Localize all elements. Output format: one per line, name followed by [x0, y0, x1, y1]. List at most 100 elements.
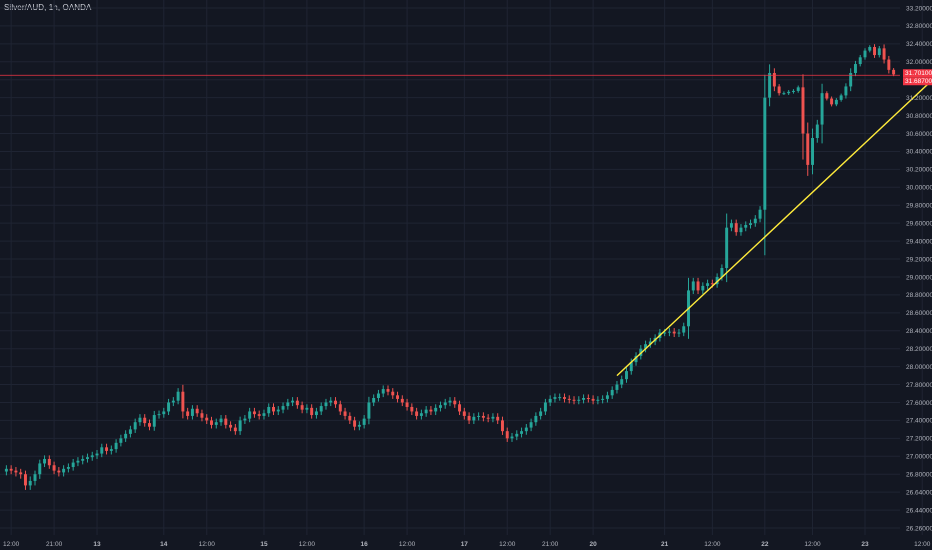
candle — [252, 407, 256, 418]
candle — [28, 476, 32, 490]
candle-body — [353, 420, 357, 427]
candle-body — [81, 458, 85, 461]
candle — [691, 277, 695, 294]
x-tick-label: 12:00 — [914, 541, 931, 548]
candle-body — [90, 455, 94, 458]
candle — [124, 430, 128, 442]
candle-body — [863, 50, 867, 58]
candle-body — [424, 409, 428, 414]
candle — [768, 64, 772, 107]
time-axis[interactable]: 12:00 21:00 13 14 12:00 15 12:00 16 12:00 17 12:00… — [3, 541, 931, 548]
candle-body — [596, 399, 600, 401]
candle — [305, 404, 309, 414]
candle — [362, 415, 366, 429]
candle — [343, 407, 347, 420]
y-tick-label: 27.60000 — [906, 400, 932, 407]
price-tag — [903, 77, 932, 86]
candle — [138, 414, 142, 426]
candle — [171, 397, 175, 407]
candle-body — [47, 458, 51, 466]
y-tick-label: 26.80000 — [906, 472, 932, 479]
candle-body — [100, 447, 104, 454]
candle-body — [128, 429, 132, 434]
candle — [114, 439, 118, 453]
candle-body — [625, 371, 628, 380]
candle — [563, 393, 566, 403]
candle-body — [310, 407, 314, 416]
candle — [176, 388, 180, 405]
candle-body — [691, 281, 695, 291]
candle — [410, 403, 414, 416]
y-tick-label: 30.00000 — [906, 185, 932, 192]
x-tick-label: 21:00 — [542, 541, 559, 548]
candle-body — [43, 458, 47, 464]
candle — [701, 282, 705, 294]
grid-lines — [0, 0, 923, 535]
candle — [706, 279, 710, 290]
candle-body — [558, 397, 562, 399]
candle-body — [148, 423, 151, 427]
candle — [820, 83, 824, 144]
candle — [162, 407, 166, 418]
candle — [830, 96, 834, 107]
candle-body — [357, 424, 361, 427]
candle — [205, 414, 209, 424]
candle-body — [758, 209, 762, 219]
candle — [400, 395, 404, 407]
candle — [777, 84, 781, 96]
candle — [796, 85, 800, 93]
candle-body — [66, 467, 70, 469]
candle — [314, 407, 318, 419]
candle-body — [882, 48, 886, 60]
candle — [62, 465, 66, 477]
candle-body — [138, 417, 142, 423]
candle-body — [610, 389, 614, 396]
candle — [744, 221, 748, 232]
candle-body — [434, 407, 438, 412]
candle — [438, 401, 442, 412]
candle-body — [348, 415, 352, 421]
trend-line[interactable] — [616, 64, 932, 377]
x-tick-label: 21 — [661, 541, 669, 548]
candle-body — [458, 404, 462, 412]
candle-body — [682, 326, 686, 333]
candle — [133, 418, 137, 433]
candle-body — [109, 449, 113, 451]
candle — [763, 74, 767, 256]
candle — [682, 322, 686, 337]
candle-body — [291, 400, 295, 403]
candle-body — [706, 283, 710, 286]
candle — [882, 44, 886, 64]
candle-body — [472, 416, 476, 421]
candle-body — [343, 411, 347, 416]
candle-body — [157, 414, 161, 416]
x-tick-label: 12:00 — [499, 541, 516, 548]
candle-body — [338, 404, 342, 412]
candle-body — [386, 389, 390, 392]
candle-body — [486, 417, 490, 419]
candle-body — [124, 433, 128, 439]
candle — [491, 413, 495, 423]
candle-body — [252, 411, 256, 415]
candle-body — [791, 90, 795, 92]
candle — [500, 416, 504, 435]
candle-body — [300, 405, 304, 410]
candle — [419, 409, 423, 420]
candle — [391, 388, 395, 399]
candle — [396, 391, 400, 403]
candle-body — [167, 402, 171, 412]
candle — [19, 468, 23, 479]
candle-body — [696, 281, 700, 291]
candle — [877, 45, 881, 58]
candle — [210, 416, 213, 429]
x-tick-label: 15 — [260, 541, 268, 548]
candle-body — [853, 64, 857, 73]
candle-body — [672, 331, 676, 334]
candle — [887, 55, 891, 74]
candle — [357, 421, 361, 431]
candle — [405, 398, 409, 411]
candle-body — [763, 97, 767, 210]
candle-body — [205, 417, 209, 421]
candle-body — [701, 285, 705, 291]
